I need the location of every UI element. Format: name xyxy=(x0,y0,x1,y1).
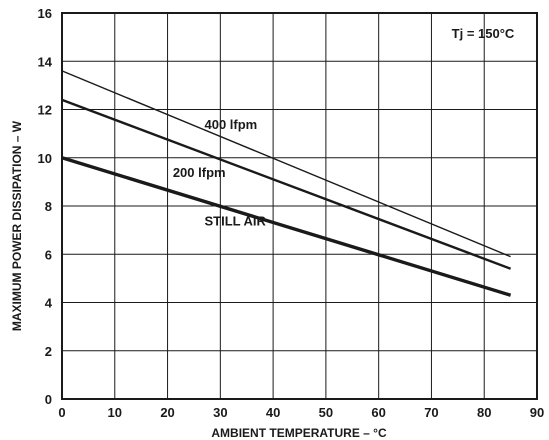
x-tick-label: 60 xyxy=(371,405,385,420)
y-tick-label: 10 xyxy=(38,151,52,166)
series-lines xyxy=(61,70,512,297)
x-tick-label: 30 xyxy=(213,405,227,420)
x-tick-labels: 0 10 20 30 40 50 60 70 80 90 xyxy=(58,405,544,420)
y-tick-label: 4 xyxy=(45,296,53,311)
x-tick-label: 40 xyxy=(266,405,280,420)
y-axis-label: MAXIMUM POWER DISSIPATION – W xyxy=(10,120,24,331)
y-tick-label: 12 xyxy=(38,103,52,118)
grid-lines xyxy=(62,13,537,399)
x-tick-label: 0 xyxy=(58,405,65,420)
x-tick-label: 90 xyxy=(530,405,544,420)
series-label: 200 lfpm xyxy=(173,165,226,180)
y-tick-label: 0 xyxy=(45,392,52,407)
y-tick-label: 14 xyxy=(38,54,53,69)
series-line-400-lfpm xyxy=(61,70,511,258)
series-line-still-air xyxy=(61,156,512,297)
x-tick-label: 80 xyxy=(477,405,491,420)
x-tick-label: 10 xyxy=(108,405,122,420)
junction-temp-annotation: Tj = 150°C xyxy=(452,26,515,41)
series-line-200-lfpm xyxy=(61,98,512,270)
y-tick-label: 16 xyxy=(38,6,52,21)
series-labels: 400 lfpm 200 lfpm STILL AIR xyxy=(173,117,267,229)
y-tick-label: 6 xyxy=(45,247,52,262)
plot-frame xyxy=(61,12,538,400)
y-tick-label: 2 xyxy=(45,344,52,359)
x-tick-label: 20 xyxy=(160,405,174,420)
series-label: 400 lfpm xyxy=(205,117,258,132)
x-axis-label: AMBIENT TEMPERATURE – °C xyxy=(211,426,387,440)
y-tick-label: 8 xyxy=(45,199,52,214)
x-tick-label: 50 xyxy=(319,405,333,420)
x-tick-label: 70 xyxy=(424,405,438,420)
series-label: STILL AIR xyxy=(205,213,267,228)
y-tick-labels: 0 2 4 6 8 10 12 14 16 xyxy=(38,6,53,407)
